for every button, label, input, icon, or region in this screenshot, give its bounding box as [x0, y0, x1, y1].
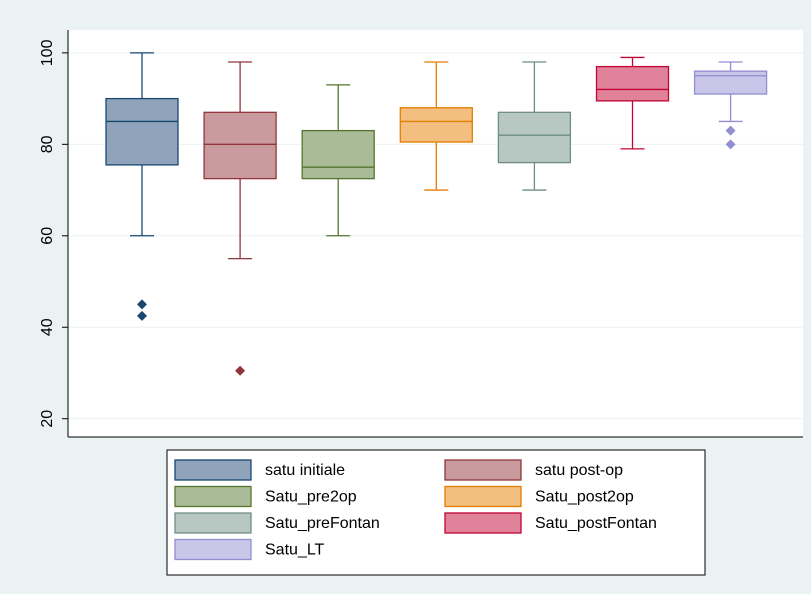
plot-background: [68, 30, 803, 437]
legend-label: satu post-op: [535, 462, 623, 479]
box: [301, 129, 375, 180]
legend-swatch: [444, 485, 522, 508]
outlier: [235, 365, 246, 376]
outlier: [137, 299, 147, 310]
legend-label: Satu_post2op: [535, 489, 634, 506]
y-tick-label: 80: [39, 135, 56, 153]
legend-swatch: [174, 538, 252, 561]
outlier: [725, 139, 736, 150]
legend-swatch: [444, 459, 522, 481]
legend-swatch: [174, 485, 252, 508]
legend-box: [166, 449, 706, 576]
box: [595, 65, 670, 102]
box: [693, 70, 768, 95]
y-tick-label: 100: [39, 39, 56, 66]
y-tick-label: 40: [39, 318, 56, 336]
legend-label: Satu_LT: [265, 542, 325, 559]
legend-label: Satu_pre2op: [265, 489, 357, 506]
box: [203, 111, 277, 180]
y-tick-label: 60: [39, 227, 56, 245]
y-tick-label: 20: [39, 410, 56, 428]
box: [399, 107, 473, 143]
legend-label: satu initiale: [265, 462, 345, 479]
legend-swatch: [174, 459, 252, 481]
box: [105, 97, 179, 166]
box: [497, 111, 572, 164]
legend-swatch: [174, 512, 252, 534]
legend-label: Satu_postFontan: [535, 515, 657, 532]
legend-label: Satu_preFontan: [265, 515, 380, 532]
outlier: [725, 125, 736, 136]
outlier: [137, 310, 147, 321]
legend-swatch: [444, 512, 522, 534]
